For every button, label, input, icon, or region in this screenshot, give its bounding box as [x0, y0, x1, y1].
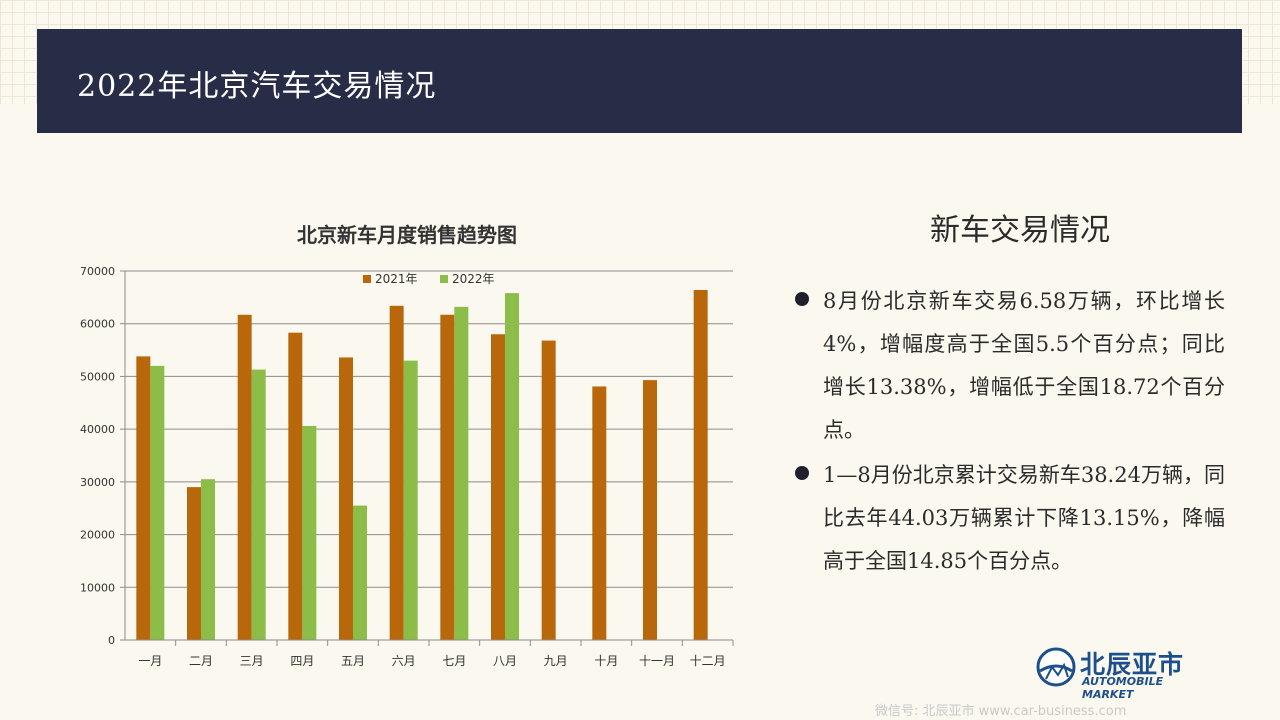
- bar-2021: [288, 332, 303, 640]
- bar-2022: [251, 369, 266, 640]
- bar-2022: [505, 293, 519, 640]
- x-tick-label: 七月: [442, 654, 466, 668]
- x-tick-label: 十月: [594, 654, 618, 668]
- chart-axes: 0 10000 20000 30000 40000 50000 60000 70000 一月 二月…: [80, 265, 734, 668]
- legend-swatch: [363, 275, 371, 283]
- x-tick-label: 二月: [189, 654, 213, 668]
- x-tick-label: 四月: [290, 654, 314, 668]
- bar-2022: [150, 365, 165, 640]
- bar-2021: [693, 289, 708, 640]
- y-tick-label: 30000: [80, 476, 115, 489]
- chart-gridlines: [125, 270, 733, 641]
- bar-2021: [136, 356, 151, 640]
- y-tick-label: 40000: [80, 423, 115, 436]
- brand-logo: 北辰亚市 AUTOMOBILE MARKET: [1036, 645, 1211, 701]
- x-tick-label: 一月: [138, 654, 162, 668]
- summary-text: 8月份北京新车交易6.58万辆，环比增长4%，增幅度高于全国5.5个百分点；同比…: [823, 289, 1225, 442]
- bar-2021: [339, 357, 353, 640]
- y-tick-label: 0: [108, 634, 115, 647]
- bar-2022: [403, 360, 418, 640]
- bar-2022: [201, 479, 215, 640]
- logo-subtitle: AUTOMOBILE MARKET: [1082, 675, 1164, 701]
- monthly-sales-bar-chart: 北京新车月度销售趋势图 0 10000 20000 30000 40000 50000 60…: [80, 223, 734, 668]
- legend-swatch: [440, 275, 448, 283]
- bar-2021: [643, 380, 657, 640]
- page-title: 2022年北京汽车交易情况: [77, 69, 437, 104]
- bar-2021: [389, 305, 404, 640]
- bar-2021: [592, 386, 607, 640]
- summary-item: 1—8月份北京累计交易新车38.24万辆，同比去年44.03万辆累计下降13.1…: [795, 454, 1225, 583]
- bullet-icon: [795, 466, 809, 480]
- y-tick-label: 10000: [80, 581, 115, 594]
- chart-title: 北京新车月度销售趋势图: [297, 223, 517, 247]
- summary-item: 8月份北京新车交易6.58万辆，环比增长4%，增幅度高于全国5.5个百分点；同比…: [795, 280, 1225, 452]
- x-tick-label: 十一月: [639, 654, 675, 668]
- x-tick-label: 六月: [392, 654, 416, 668]
- globe-icon: [1036, 647, 1076, 687]
- chart-bars: [136, 289, 708, 640]
- x-tick-label: 九月: [544, 654, 568, 668]
- y-tick-label: 50000: [80, 370, 115, 383]
- logo-name: 北辰亚市: [1080, 650, 1185, 679]
- watermark-text: 微信号: 北辰亚市 www.car-business.com: [875, 704, 1127, 719]
- summary-text: 1—8月份北京累计交易新车38.24万辆，同比去年44.03万辆累计下降13.1…: [823, 463, 1225, 573]
- y-tick-label: 20000: [80, 529, 115, 542]
- bullet-icon: [795, 292, 809, 306]
- legend-label: 2021年: [375, 272, 418, 286]
- summary-list: 8月份北京新车交易6.58万辆，环比增长4%，增幅度高于全国5.5个百分点；同比…: [795, 280, 1225, 585]
- bar-2022: [454, 306, 469, 640]
- bar-2022: [353, 505, 367, 640]
- y-tick-label: 60000: [80, 318, 115, 331]
- bar-2021: [440, 314, 455, 640]
- x-tick-label: 三月: [240, 654, 264, 668]
- x-tick-label: 十二月: [690, 654, 726, 668]
- bar-2021: [187, 487, 201, 640]
- chart-legend: 2021年 2022年: [363, 272, 495, 286]
- bar-2021: [541, 340, 556, 640]
- x-tick-label: 五月: [341, 654, 365, 668]
- legend-label: 2022年: [452, 272, 495, 286]
- bar-2021: [491, 334, 505, 640]
- y-tick-label: 70000: [80, 265, 115, 278]
- header-bar: 2022年北京汽车交易情况: [37, 29, 1242, 133]
- bar-2021: [237, 314, 252, 640]
- x-tick-label: 八月: [493, 654, 517, 668]
- side-panel-title: 新车交易情况: [930, 213, 1110, 248]
- bar-2022: [302, 425, 317, 640]
